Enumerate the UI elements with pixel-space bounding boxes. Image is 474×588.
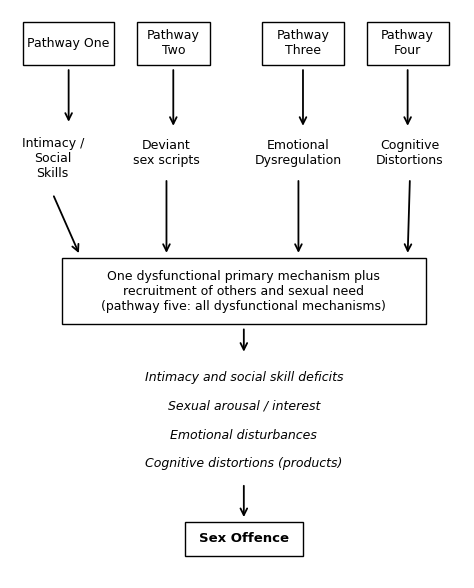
Text: Pathway
Three: Pathway Three <box>276 29 329 58</box>
Text: Pathway One: Pathway One <box>27 37 110 50</box>
Text: Pathway
Two: Pathway Two <box>147 29 200 58</box>
FancyBboxPatch shape <box>137 22 210 65</box>
FancyBboxPatch shape <box>367 22 448 65</box>
FancyBboxPatch shape <box>23 22 114 65</box>
FancyBboxPatch shape <box>185 522 303 556</box>
Text: Intimacy and social skill deficits: Intimacy and social skill deficits <box>145 371 343 384</box>
FancyBboxPatch shape <box>262 22 344 65</box>
Text: Emotional disturbances: Emotional disturbances <box>170 429 317 442</box>
Text: Cognitive distortions (products): Cognitive distortions (products) <box>145 457 343 470</box>
Text: Sex Offence: Sex Offence <box>199 532 289 546</box>
Text: Deviant
sex scripts: Deviant sex scripts <box>133 139 200 167</box>
Text: Intimacy /
Social
Skills: Intimacy / Social Skills <box>21 137 84 180</box>
FancyBboxPatch shape <box>62 258 426 324</box>
Text: Emotional
Dysregulation: Emotional Dysregulation <box>255 139 342 167</box>
Text: Sexual arousal / interest: Sexual arousal / interest <box>168 400 320 413</box>
Text: One dysfunctional primary mechanism plus
recruitment of others and sexual need
(: One dysfunctional primary mechanism plus… <box>101 270 386 313</box>
Text: Cognitive
Distortions: Cognitive Distortions <box>376 139 444 167</box>
Text: Pathway
Four: Pathway Four <box>381 29 434 58</box>
